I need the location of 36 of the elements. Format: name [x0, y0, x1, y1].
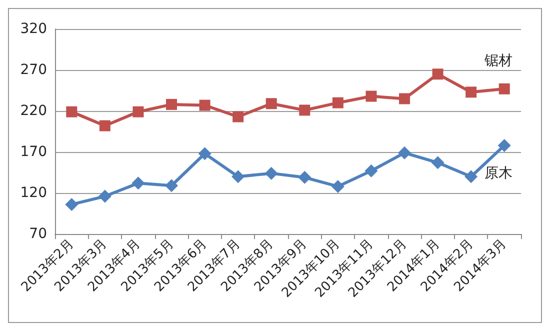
point — [166, 98, 177, 110]
series-label: 锯材 — [483, 52, 512, 69]
point — [332, 97, 344, 108]
y-tick-label: 170 — [20, 144, 47, 160]
point — [165, 179, 178, 192]
point — [366, 90, 377, 102]
point — [266, 98, 277, 110]
point — [98, 190, 112, 203]
point — [299, 104, 310, 116]
point — [232, 170, 245, 184]
point — [198, 147, 212, 160]
y-tick-label: 270 — [20, 62, 47, 78]
point — [398, 146, 411, 160]
point — [132, 106, 144, 118]
y-tick-label: 220 — [20, 103, 47, 119]
point — [399, 93, 410, 104]
point — [298, 170, 312, 184]
point — [432, 68, 444, 80]
point — [364, 164, 378, 178]
point — [132, 176, 145, 190]
point — [99, 120, 110, 132]
point — [466, 86, 477, 98]
point — [65, 198, 78, 211]
y-tick-label: 320 — [20, 21, 47, 37]
point — [331, 180, 344, 193]
point — [431, 156, 444, 170]
point — [66, 106, 78, 118]
series-label: 原木 — [484, 165, 512, 182]
point — [464, 170, 478, 184]
point — [498, 138, 511, 152]
point — [264, 166, 278, 180]
point — [199, 100, 210, 111]
point — [498, 83, 510, 94]
y-tick-label: 120 — [20, 185, 47, 201]
point — [232, 111, 244, 122]
y-tick-label: 70 — [29, 226, 47, 242]
